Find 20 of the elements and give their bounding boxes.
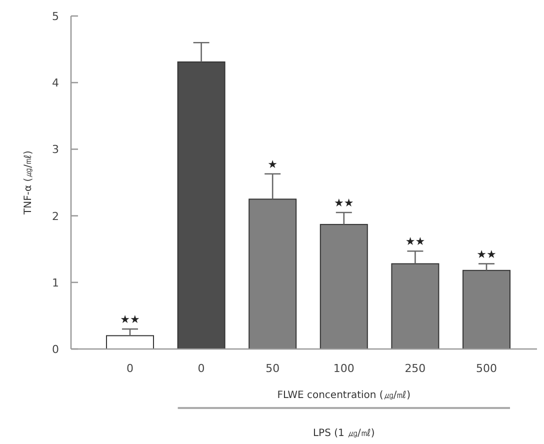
annotation: ★ (268, 158, 278, 171)
x-axis-title: FLWE concentration (㎍/㎖) (277, 390, 411, 401)
y-tick-label: 3 (52, 143, 59, 156)
annotation: ★★ (405, 235, 426, 248)
x-tick-label: 250 (404, 362, 426, 375)
x-tick-label: 500 (476, 362, 497, 375)
y-tick-label: 4 (52, 76, 59, 90)
x-tick-label: 0 (126, 362, 134, 375)
annotation: ★★ (476, 248, 496, 261)
annotation: ★★ (120, 313, 140, 326)
y-tick-label: 5 (52, 10, 59, 23)
y-tick-label: 1 (52, 276, 59, 290)
x-tick-label: 100 (333, 362, 354, 375)
x-tick-label: 50 (266, 362, 280, 375)
annotation: ★★ (334, 196, 354, 210)
y-axis-title: TNF-α (㎍/㎖) (23, 150, 34, 216)
y-tick-label: 2 (52, 210, 59, 223)
x-tick-label: 0 (198, 362, 205, 375)
y-tick-label: 0 (52, 343, 59, 356)
text: LPS (1 ㎍/㎖) (312, 428, 375, 439)
